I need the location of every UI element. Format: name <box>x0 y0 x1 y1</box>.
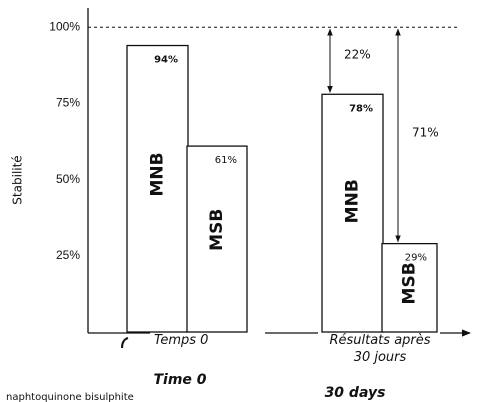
value-label: 29% <box>405 253 427 264</box>
value-label: 94% <box>154 55 178 66</box>
y-axis-title: Stabilité <box>11 155 25 204</box>
y-tick-label: 75% <box>56 96 80 110</box>
footer-text: 30 days <box>325 385 386 401</box>
annotation: 22% <box>344 48 371 62</box>
bar-name: MNB <box>148 152 168 196</box>
footer-text: naphtoquinone bisulphite <box>6 392 134 402</box>
bar <box>126 44 189 333</box>
footer-text: Time 0 <box>153 372 206 388</box>
x-category-label: Temps 0 <box>154 333 208 348</box>
bar <box>321 93 384 333</box>
bar-name: MNB <box>343 179 363 223</box>
y-tick-label: 25% <box>56 248 80 262</box>
x-category-label: Résultats après 30 jours <box>329 333 430 365</box>
annotation: 71% <box>412 126 439 140</box>
bar-name: MSB <box>207 209 227 251</box>
y-tick-label: 100% <box>49 19 80 33</box>
bar-name: MSB <box>400 262 420 304</box>
y-tick-label: 50% <box>56 172 80 186</box>
value-label: 61% <box>215 155 237 166</box>
bracket <box>121 337 129 349</box>
value-label: 78% <box>349 103 373 114</box>
bar <box>186 145 248 333</box>
bar <box>381 242 438 333</box>
